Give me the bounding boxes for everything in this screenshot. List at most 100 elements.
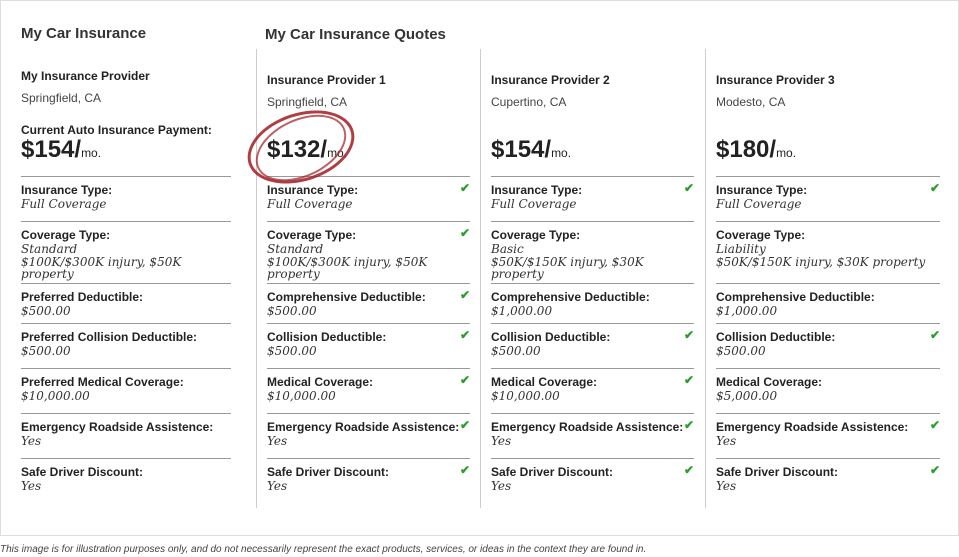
row-value-detail: $50K/$150K injury, $30K property (491, 255, 644, 281)
row-label: Preferred Medical Coverage: (21, 375, 184, 389)
row-label: Safe Driver Discount: (267, 465, 390, 479)
row-value: Yes (491, 434, 512, 448)
check-icon: ✔ (683, 181, 694, 195)
current-insurance-column: My Insurance Provider Springfield, CA Cu… (11, 1, 241, 508)
row-value: $10,000.00 (491, 389, 560, 403)
quote-column-3: Insurance Provider 3 Modesto, CA $180/mo. I… (705, 49, 950, 508)
check-icon: ✔ (929, 463, 940, 477)
check-icon: ✔ (459, 226, 470, 240)
row-label: Medical Coverage: (716, 375, 823, 389)
row-label: Medical Coverage: (491, 375, 598, 389)
row-1: Coverage Type: Standard $100K/$300K injury… (21, 221, 231, 283)
provider-location: Cupertino, CA (491, 95, 567, 109)
row-5: Emergency Roadside Assistence: Yes ✔ (267, 413, 470, 458)
check-icon: ✔ (459, 418, 470, 432)
row-0: Insurance Type: Full Coverage ✔ (491, 176, 694, 221)
row-label: Insurance Type: (267, 183, 359, 197)
provider-name: Insurance Provider 2 (491, 73, 610, 87)
row-value: Full Coverage (491, 197, 577, 211)
row-value: $10,000.00 (267, 389, 336, 403)
row-0: Insurance Type: Full Coverage (21, 176, 231, 221)
row-label: Coverage Type: (21, 228, 111, 242)
price: $132/mo. (267, 136, 347, 164)
price-value: $180/ (716, 136, 777, 163)
row-label: Medical Coverage: (267, 375, 374, 389)
provider-name: My Insurance Provider (21, 69, 150, 83)
row-label: Preferred Collision Deductible: (21, 330, 198, 344)
row-1: Coverage Type: Standard $100K/$300K injury… (267, 221, 470, 283)
row-4: Medical Coverage: $5,000.00 (716, 368, 940, 413)
row-0: Insurance Type: Full Coverage ✔ (267, 176, 470, 221)
row-6: Safe Driver Discount: Yes ✔ (267, 458, 470, 508)
disclaimer: This image is for illustration purposes … (0, 544, 647, 555)
row-label: Safe Driver Discount: (716, 465, 839, 479)
check-icon: ✔ (459, 373, 470, 387)
row-label: Coverage Type: (716, 228, 806, 242)
check-icon: ✔ (929, 181, 940, 195)
provider-name: Insurance Provider 3 (716, 73, 835, 87)
price-value: $132/ (267, 136, 328, 163)
provider-location: Springfield, CA (21, 91, 102, 105)
row-value: $500.00 (716, 344, 766, 358)
check-icon: ✔ (459, 328, 470, 342)
row-value: Yes (716, 479, 737, 493)
row-label: Coverage Type: (491, 228, 581, 242)
row-label: Safe Driver Discount: (21, 465, 144, 479)
price-per: mo. (81, 146, 102, 160)
provider-location: Springfield, CA (267, 95, 348, 109)
row-label: Emergency Roadside Assistence: (21, 420, 214, 434)
row-label: Collision Deductible: (716, 330, 836, 344)
row-value-detail: $100K/$300K injury, $50K property (21, 255, 182, 281)
row-value: $500.00 (267, 344, 317, 358)
row-6: Safe Driver Discount: Yes (21, 458, 231, 508)
row-5: Emergency Roadside Assistence: Yes ✔ (491, 413, 694, 458)
row-label: Preferred Deductible: (21, 290, 144, 304)
provider-location: Modesto, CA (716, 95, 786, 109)
row-value: $500.00 (267, 304, 317, 318)
row-value: Standard (21, 242, 78, 256)
check-icon: ✔ (459, 181, 470, 195)
row-value-detail: $50K/$150K injury, $30K property (716, 255, 926, 269)
row-1: Coverage Type: Basic $50K/$150K injury, $3… (491, 221, 694, 283)
row-label: Insurance Type: (21, 183, 113, 197)
payment-label: Current Auto Insurance Payment: (21, 123, 212, 137)
row-label: Emergency Roadside Assistence: (491, 420, 684, 434)
row-label: Collision Deductible: (267, 330, 387, 344)
row-4: Preferred Medical Coverage: $10,000.00 (21, 368, 231, 413)
row-2: Preferred Deductible: $500.00 (21, 283, 231, 323)
row-0: Insurance Type: Full Coverage ✔ (716, 176, 940, 221)
price: $154/mo. (21, 136, 101, 164)
row-value: Yes (21, 434, 42, 448)
row-3: Collision Deductible: $500.00 ✔ (716, 323, 940, 368)
row-2: Comprehensive Deductible: $1,000.00 (491, 283, 694, 323)
row-2: Comprehensive Deductible: $500.00 ✔ (267, 283, 470, 323)
row-value: Basic (491, 242, 524, 256)
price: $180/mo. (716, 136, 796, 164)
quote-column-2: Insurance Provider 2 Cupertino, CA $154/mo… (480, 49, 704, 508)
row-value: Yes (716, 434, 737, 448)
row-value: $10,000.00 (21, 389, 90, 403)
row-5: Emergency Roadside Assistence: Yes ✔ (716, 413, 940, 458)
row-3: Collision Deductible: $500.00 ✔ (267, 323, 470, 368)
row-value: Full Coverage (21, 197, 107, 211)
row-value: Yes (267, 479, 288, 493)
row-value: Full Coverage (716, 197, 802, 211)
check-icon: ✔ (683, 328, 694, 342)
row-label: Emergency Roadside Assistence: (716, 420, 909, 434)
check-icon: ✔ (459, 288, 470, 302)
row-4: Medical Coverage: $10,000.00 ✔ (267, 368, 470, 413)
row-value: $5,000.00 (716, 389, 778, 403)
row-value: Yes (21, 479, 42, 493)
row-value: $1,000.00 (716, 304, 778, 318)
price-per: mo. (551, 146, 572, 160)
row-3: Preferred Collision Deductible: $500.00 (21, 323, 231, 368)
row-6: Safe Driver Discount: Yes ✔ (716, 458, 940, 508)
row-value: $500.00 (21, 344, 71, 358)
row-2: Comprehensive Deductible: $1,000.00 (716, 283, 940, 323)
row-label: Safe Driver Discount: (491, 465, 614, 479)
check-icon: ✔ (459, 463, 470, 477)
check-icon: ✔ (929, 418, 940, 432)
row-value: Full Coverage (267, 197, 353, 211)
price-per: mo. (327, 146, 348, 160)
row-label: Emergency Roadside Assistence: (267, 420, 460, 434)
